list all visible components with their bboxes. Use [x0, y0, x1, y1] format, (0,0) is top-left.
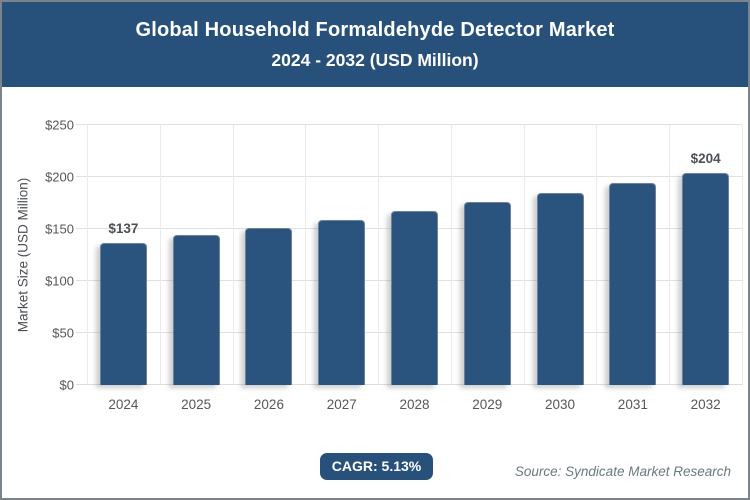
bar-column: $204 [669, 125, 742, 385]
value-label: $137 [108, 220, 139, 236]
gridline-vertical [523, 125, 525, 385]
bar [172, 235, 220, 385]
chart-subtitle: 2024 - 2032 (USD Million) [271, 49, 479, 70]
x-axis: 2024 2025 2026 2027 2028 2029 2030 2031 2032 [87, 397, 742, 417]
y-tick-label: $0 [59, 377, 74, 393]
x-tick-label: 2025 [181, 397, 212, 412]
x-tick-label: 2026 [253, 397, 284, 412]
bar-column [233, 125, 306, 385]
gridline-vertical [450, 125, 452, 385]
cagr-badge: CAGR: 5.13% [320, 453, 433, 480]
bar-column [451, 125, 524, 385]
bar [463, 201, 511, 385]
chart-header: Global Household Formaldehyde Detector M… [2, 2, 748, 87]
gridline-vertical [596, 125, 598, 385]
x-tick-label: 2031 [617, 397, 648, 412]
bar-column: $137 [87, 125, 160, 385]
bar [609, 183, 657, 385]
gridline-vertical [669, 125, 671, 385]
gridline-vertical [378, 125, 380, 385]
gridline-horizontal [76, 124, 742, 125]
chart-title: Global Household Formaldehyde Detector M… [135, 18, 615, 41]
plot-area: $137 $204 [76, 124, 743, 385]
y-tick-label: $150 [45, 221, 74, 237]
gridline-vertical [305, 125, 307, 385]
x-tick-label: 2029 [472, 397, 503, 412]
source-attribution: Source: Syndicate Market Research [514, 464, 731, 479]
x-tick-label: 2032 [690, 397, 721, 412]
y-tick-label: $100 [45, 273, 74, 289]
gridline-vertical [742, 125, 743, 385]
x-tick-label: 2024 [108, 397, 139, 412]
x-tick-label: 2028 [399, 397, 430, 412]
bar-column [160, 125, 233, 385]
bar [99, 242, 147, 385]
bar [536, 192, 584, 385]
gridline-vertical [159, 125, 161, 385]
bar [682, 172, 730, 385]
gridline-vertical [232, 125, 234, 385]
gridline-vertical [87, 125, 88, 385]
gridline-horizontal [76, 176, 742, 177]
y-tick-label: $250 [45, 117, 74, 133]
bar-column [378, 125, 451, 385]
y-tick-label: $200 [45, 169, 74, 185]
y-tick-label: $50 [52, 325, 74, 341]
value-label: $204 [690, 150, 721, 166]
bar [318, 219, 366, 385]
bar-column [596, 125, 669, 385]
x-tick-label: 2027 [326, 397, 357, 412]
x-tick-label: 2030 [545, 397, 576, 412]
bar [390, 211, 438, 385]
bar-column [305, 125, 378, 385]
bar [245, 227, 293, 385]
bar-column [524, 125, 597, 385]
y-axis: $0 $50 $100 $150 $200 $250 [2, 118, 74, 393]
